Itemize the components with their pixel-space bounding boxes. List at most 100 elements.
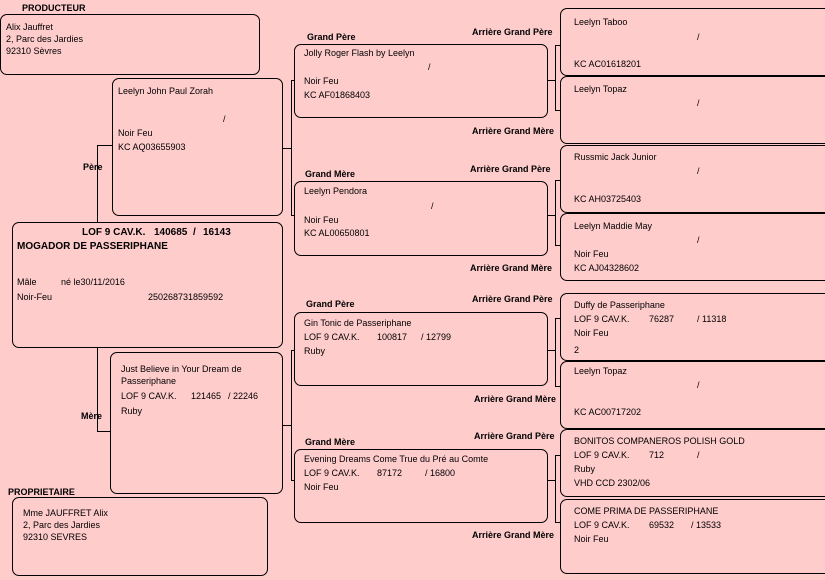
sire-dam-color: Noir Feu [304, 215, 339, 225]
dam-number: 121465 [191, 391, 222, 401]
producer-name: Alix Jauffret [6, 22, 53, 32]
sire-color: Noir Feu [118, 128, 153, 138]
gg7-reg: VHD CCD 2302/06 [574, 478, 651, 488]
subject-color: Noir-Feu [17, 292, 53, 302]
dam-name-line2: Passeriphane [121, 376, 177, 386]
great-grandparent-box-2: Leelyn Topaz / [560, 76, 825, 144]
subject-sub-number: 16143 [203, 227, 231, 238]
great-grandparent-box-3: Russmic Jack Junior / KC AH03725403 [560, 145, 825, 213]
gg7-name: BONITOS COMPANEROS POLISH GOLD [574, 436, 745, 446]
gg7-slash: / [697, 450, 700, 460]
connector [555, 180, 556, 245]
dam-box: Just Believe in Your Dream de Passeripha… [110, 352, 283, 494]
connector [555, 110, 560, 111]
connector [291, 215, 295, 216]
subject-name: MOGADOR DE PASSERIPHANE [17, 241, 168, 252]
gg6-reg: KC AC00717202 [574, 407, 642, 417]
gg4-color: Noir Feu [574, 249, 609, 259]
grand-dam-heading: Grand Mère [305, 437, 356, 447]
gg8-number: 69532 [649, 520, 675, 530]
gg8-registry: LOF 9 CAV.K. [574, 520, 630, 530]
dam-dam-color: Noir Feu [304, 482, 339, 492]
dam-name-line1: Just Believe in Your Dream de [121, 364, 242, 374]
producer-address: 2, Parc des Jardies [6, 34, 84, 44]
subject-chip: 250268731859592 [148, 292, 224, 302]
gg5-color: Noir Feu [574, 328, 609, 338]
producer-heading: PRODUCTEUR [22, 3, 86, 13]
subject-sex: Mâle [17, 277, 37, 287]
connector [548, 480, 555, 481]
sire-box: Leelyn John Paul Zorah / Noir Feu KC AQ0… [112, 78, 283, 216]
great-grandparent-box-7: BONITOS COMPANEROS POLISH GOLD LOF 9 CAV… [560, 429, 825, 497]
gg8-name: COME PRIMA DE PASSERIPHANE [574, 506, 719, 516]
dam-dam-number: 87172 [377, 468, 403, 478]
connector [291, 80, 292, 215]
dam-sire-sub: / 12799 [421, 332, 452, 342]
connector [555, 180, 560, 181]
dam-dam-box: Evening Dreams Come True du Pré au Comte… [294, 449, 548, 523]
sire-reg: KC AQ03655903 [118, 142, 186, 152]
gg8-sub: / 13533 [691, 520, 722, 530]
gg3-name: Russmic Jack Junior [574, 152, 657, 162]
connector [548, 215, 555, 216]
sire-name: Leelyn John Paul Zorah [118, 86, 214, 96]
gg1-slash: / [697, 32, 700, 42]
sire-slash: / [223, 114, 226, 124]
grand-sire-heading: Grand Père [307, 32, 356, 42]
great-grand-sire-heading: Arrière Grand Père [472, 27, 553, 37]
gg5-extra: 2 [574, 345, 580, 355]
dam-registry: LOF 9 CAV.K. [121, 391, 177, 401]
connector [283, 148, 291, 149]
connector [555, 318, 556, 386]
connector [291, 350, 295, 351]
producer-city: 92310 Sèvres [6, 46, 62, 56]
dam-dam-name: Evening Dreams Come True du Pré au Comte [304, 454, 489, 464]
gg4-slash: / [697, 235, 700, 245]
great-grandparent-box-4: Leelyn Maddie May / Noir Feu KC AJ043286… [560, 213, 825, 281]
gg5-sub: / 11318 [697, 314, 727, 324]
sire-dam-reg: KC AL00650801 [304, 228, 370, 238]
connector [555, 245, 560, 246]
sire-dam-box: Leelyn Pendora / Noir Feu KC AL00650801 [294, 181, 548, 256]
gg5-number: 76287 [649, 314, 675, 324]
sire-sire-name: Jolly Roger Flash by Leelyn [304, 48, 415, 58]
dam-sire-name: Gin Tonic de Passeriphane [304, 318, 412, 328]
connector [555, 455, 560, 456]
great-grand-dam-heading: Arrière Grand Mère [472, 530, 555, 540]
connector [555, 45, 556, 110]
subject-born: né le30/11/2016 [61, 277, 125, 287]
connector [555, 318, 560, 319]
great-grand-sire-heading: Arrière Grand Père [474, 431, 555, 441]
connector [291, 80, 295, 81]
sire-dam-slash: / [431, 201, 434, 211]
connector [97, 145, 98, 222]
gg7-registry: LOF 9 CAV.K. [574, 450, 630, 460]
dam-dam-registry: LOF 9 CAV.K. [304, 468, 360, 478]
sire-dam-name: Leelyn Pendora [304, 186, 368, 196]
gg3-reg: KC AH03725403 [574, 194, 642, 204]
dam-sub: / 22246 [228, 391, 259, 401]
gg6-name: Leelyn Topaz [574, 366, 627, 376]
great-grand-dam-heading: Arrière Grand Mère [472, 126, 555, 136]
subject-slash: / [193, 227, 196, 238]
sire-sire-color: Noir Feu [304, 76, 339, 86]
producer-box: Alix Jauffret 2, Parc des Jardies 92310 … [0, 14, 260, 75]
connector [97, 431, 111, 432]
owner-box: Mme JAUFFRET Alix 2, Parc des Jardies 92… [12, 497, 268, 576]
connector [97, 145, 114, 146]
owner-city: 92310 SEVRES [23, 532, 88, 542]
dam-dam-sub: / 16800 [425, 468, 456, 478]
great-grandparent-box-5: Duffy de Passeriphane LOF 9 CAV.K. 76287… [560, 293, 825, 361]
great-grandparent-box-6: Leelyn Topaz / KC AC00717202 [560, 361, 825, 429]
grand-sire-heading: Grand Père [306, 299, 355, 309]
grand-dam-heading: Grand Mère [305, 169, 356, 179]
dam-sire-box: Gin Tonic de Passeriphane LOF 9 CAV.K. 1… [294, 312, 548, 386]
owner-heading: PROPRIETAIRE [8, 487, 75, 497]
gg2-slash: / [697, 98, 700, 108]
dam-sire-color: Ruby [304, 346, 326, 356]
owner-name: Mme JAUFFRET Alix [23, 508, 108, 518]
gg7-number: 712 [649, 450, 665, 460]
gg2-name: Leelyn Topaz [574, 84, 627, 94]
gg6-slash: / [697, 380, 700, 390]
gg8-color: Noir Feu [574, 534, 609, 544]
